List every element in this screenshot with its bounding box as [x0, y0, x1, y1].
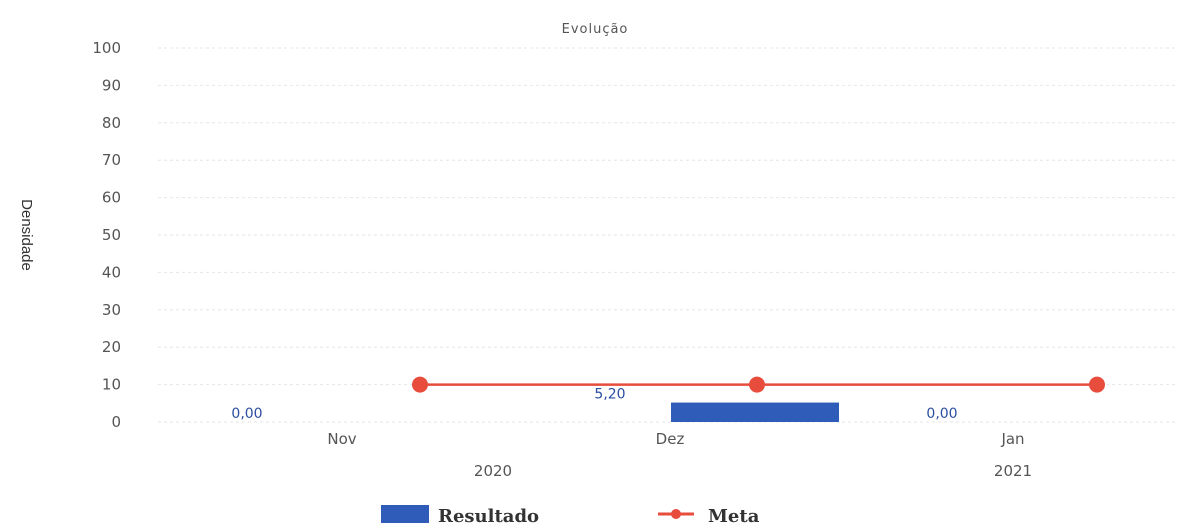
- x-year-label-2020: 2020: [474, 462, 512, 480]
- y-tick-label-90: 90: [102, 76, 121, 94]
- y-tick-label-50: 50: [102, 226, 121, 244]
- y-tick-label-30: 30: [102, 301, 121, 319]
- meta-point-nov: [412, 376, 428, 393]
- bar-label-jan: 0,00: [926, 406, 957, 422]
- gridlines: [158, 47, 1175, 423]
- bar-label-nov: 0,00: [231, 406, 262, 422]
- y-axis-ticks: 0 10 20 30 40 50 60 70 80 90 100: [92, 39, 121, 431]
- y-tick-label-60: 60: [102, 189, 121, 207]
- legend-label-resultado: Resultado: [438, 506, 539, 523]
- meta-point-jan: [1089, 376, 1105, 393]
- y-tick-label-10: 10: [102, 376, 121, 394]
- x-tick-label-nov: Nov: [327, 430, 356, 448]
- x-axis-ticks: Nov Dez Jan 2020 2021: [327, 430, 1032, 480]
- chart-title: Evolução: [562, 22, 629, 37]
- x-tick-label-jan: Jan: [1000, 430, 1024, 448]
- legend-swatch-resultado: [381, 505, 429, 523]
- bars: [671, 402, 839, 422]
- y-axis-label: Densidade: [18, 199, 35, 271]
- y-tick-label-20: 20: [102, 338, 121, 356]
- x-tick-label-dez: Dez: [656, 430, 685, 448]
- legend-swatch-meta-marker: [671, 509, 681, 519]
- y-tick-label-40: 40: [102, 263, 121, 281]
- legend-label-meta: Meta: [708, 506, 760, 523]
- y-tick-label-70: 70: [102, 151, 121, 169]
- bar-dez: [671, 402, 839, 422]
- legend: Resultado Meta: [381, 505, 760, 523]
- bar-label-dez: 5,20: [594, 387, 625, 403]
- y-tick-label-100: 100: [92, 39, 121, 57]
- y-tick-label-0: 0: [111, 413, 121, 431]
- meta-series: [412, 376, 1105, 393]
- x-year-label-2021: 2021: [994, 462, 1032, 480]
- bar-data-labels: 0,00 5,20 0,00: [231, 387, 957, 422]
- meta-point-dez: [749, 376, 765, 393]
- y-tick-label-80: 80: [102, 114, 121, 132]
